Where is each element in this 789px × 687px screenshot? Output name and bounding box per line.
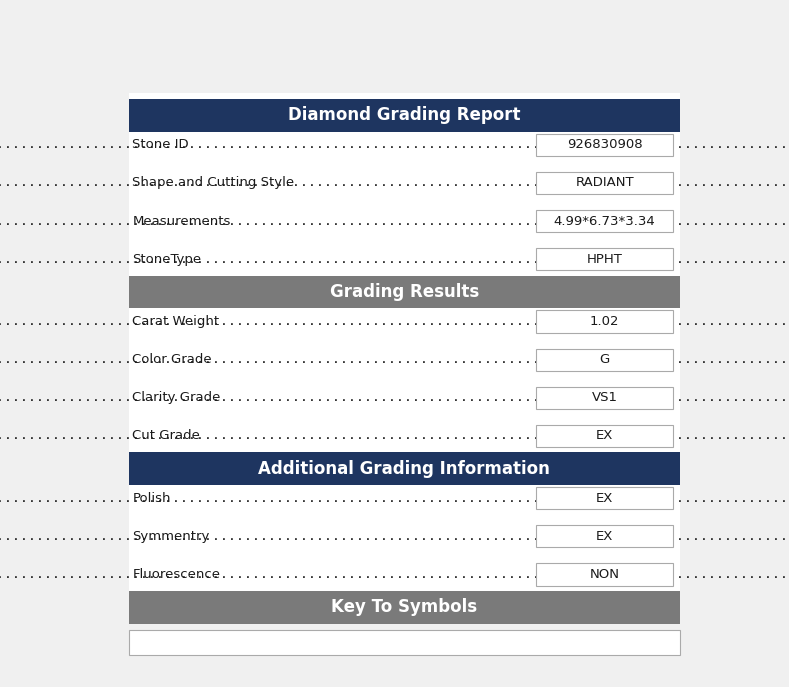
FancyBboxPatch shape bbox=[536, 387, 673, 409]
Text: ................................................................................: ........................................… bbox=[0, 530, 789, 543]
Text: VS1: VS1 bbox=[592, 391, 618, 404]
FancyBboxPatch shape bbox=[129, 452, 679, 485]
Text: Stone ID: Stone ID bbox=[133, 138, 189, 151]
FancyBboxPatch shape bbox=[129, 591, 679, 624]
Text: EX: EX bbox=[596, 429, 613, 442]
Text: Cut Grade: Cut Grade bbox=[133, 429, 200, 442]
Text: Color Grade: Color Grade bbox=[133, 353, 212, 366]
Text: NON: NON bbox=[589, 568, 619, 581]
Text: 926830908: 926830908 bbox=[567, 138, 642, 151]
Text: RADIANT: RADIANT bbox=[575, 177, 634, 190]
FancyBboxPatch shape bbox=[129, 99, 679, 132]
Text: ................................................................................: ........................................… bbox=[0, 253, 789, 266]
Text: ................................................................................: ........................................… bbox=[0, 138, 789, 151]
Text: ................................................................................: ........................................… bbox=[0, 391, 789, 404]
FancyBboxPatch shape bbox=[536, 311, 673, 333]
Text: EX: EX bbox=[596, 530, 613, 543]
FancyBboxPatch shape bbox=[536, 172, 673, 194]
Text: Additional Grading Information: Additional Grading Information bbox=[259, 460, 550, 477]
FancyBboxPatch shape bbox=[536, 210, 673, 232]
FancyBboxPatch shape bbox=[536, 134, 673, 156]
Text: Grading Results: Grading Results bbox=[330, 283, 479, 301]
Text: Fluorescence: Fluorescence bbox=[133, 568, 220, 581]
Text: StoneType: StoneType bbox=[133, 253, 201, 266]
FancyBboxPatch shape bbox=[536, 425, 673, 447]
Text: ................................................................................: ........................................… bbox=[0, 315, 789, 328]
Text: ................................................................................: ........................................… bbox=[0, 353, 789, 366]
Text: Clarity Grade: Clarity Grade bbox=[133, 391, 221, 404]
Text: Key To Symbols: Key To Symbols bbox=[331, 598, 477, 616]
Text: ................................................................................: ........................................… bbox=[0, 177, 789, 190]
FancyBboxPatch shape bbox=[536, 248, 673, 270]
FancyBboxPatch shape bbox=[129, 275, 679, 308]
Text: Shape and Cutting Style: Shape and Cutting Style bbox=[133, 177, 294, 190]
FancyBboxPatch shape bbox=[536, 525, 673, 548]
Text: ................................................................................: ........................................… bbox=[0, 568, 789, 581]
Text: ................................................................................: ........................................… bbox=[0, 429, 789, 442]
Text: HPHT: HPHT bbox=[587, 253, 623, 266]
Text: Carat Weight: Carat Weight bbox=[133, 315, 219, 328]
Text: 1.02: 1.02 bbox=[590, 315, 619, 328]
Text: Diamond Grading Report: Diamond Grading Report bbox=[288, 106, 521, 124]
Text: 4.99*6.73*3.34: 4.99*6.73*3.34 bbox=[554, 214, 656, 227]
Text: Measurements: Measurements bbox=[133, 214, 230, 227]
Text: G: G bbox=[600, 353, 610, 366]
Text: EX: EX bbox=[596, 492, 613, 505]
FancyBboxPatch shape bbox=[536, 563, 673, 585]
Text: Polish: Polish bbox=[133, 492, 170, 505]
FancyBboxPatch shape bbox=[129, 630, 679, 655]
FancyBboxPatch shape bbox=[536, 487, 673, 509]
FancyBboxPatch shape bbox=[129, 93, 679, 601]
Text: ................................................................................: ........................................… bbox=[0, 214, 789, 227]
Text: ................................................................................: ........................................… bbox=[0, 492, 789, 505]
Text: Symmentry: Symmentry bbox=[133, 530, 210, 543]
FancyBboxPatch shape bbox=[536, 348, 673, 371]
